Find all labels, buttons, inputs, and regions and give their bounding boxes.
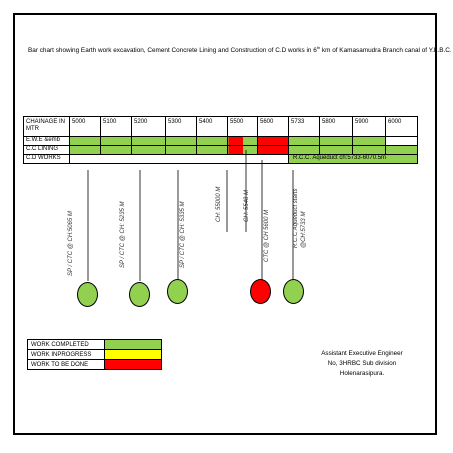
- signature-line-1: Assistant Executive Engineer: [321, 350, 403, 357]
- legend-swatch-green: [104, 339, 162, 350]
- chainage-table: CHAINAGE IN MTR 5000 5100 5200 5300 5400…: [23, 116, 418, 164]
- legend-label-completed: WORK COMPLETED: [27, 339, 105, 350]
- status-circle-completed: [129, 282, 150, 307]
- legend-label-to-be-done: WORK TO BE DONE: [27, 359, 105, 370]
- cd-work-label: SP / CTC @ CH:5065 M: [68, 211, 74, 276]
- page-border: [13, 13, 437, 435]
- row-cd-works: C.D WORKS R.C.C. Aqueduct ch:5733-6070.5…: [23, 154, 418, 164]
- status-circle-completed: [77, 282, 98, 307]
- status-circle-to-be-done: [250, 279, 271, 304]
- cd-work-label: R.C.C Aqueduct starts @CH:5733 M: [293, 188, 307, 248]
- signature-line-3: Holenarasipura.: [339, 370, 385, 377]
- chart-title: Bar chart showing Earth work excavation,…: [28, 45, 452, 55]
- status-circle-completed: [283, 279, 304, 304]
- status-circle-completed: [167, 279, 188, 304]
- signature-block: Assistant Executive Engineer No, 3HRBC S…: [312, 349, 412, 379]
- row-earthwork: E.W.E &emb: [23, 136, 418, 146]
- cd-work-label: CTC @ CH 5600 M: [264, 209, 270, 262]
- legend-swatch-red: [104, 359, 162, 370]
- cd-work-label: SP / CTC @ CH: 5335 M: [180, 201, 186, 268]
- signature-line-2: No, 3HRBC Sub division: [327, 360, 397, 367]
- cd-work-label: SP / CTC @ CH: 5235 M: [120, 201, 126, 268]
- cd-work-label: CH: 5548 M: [244, 189, 250, 222]
- legend-swatch-yellow: [104, 349, 162, 360]
- aqueduct-bar: R.C.C. Aqueduct ch:5733-6070.5m: [288, 154, 418, 164]
- legend-row-completed: WORK COMPLETED: [27, 339, 162, 350]
- legend-row-inprogress: WORK INPROGRESS: [27, 349, 162, 360]
- cd-work-label: CH: 55000 M: [216, 186, 222, 222]
- chainage-header-row: CHAINAGE IN MTR 5000 5100 5200 5300 5400…: [23, 116, 418, 137]
- legend-row-to-be-done: WORK TO BE DONE: [27, 359, 162, 370]
- legend: WORK COMPLETED WORK INPROGRESS WORK TO B…: [27, 339, 162, 370]
- legend-label-inprogress: WORK INPROGRESS: [27, 349, 105, 360]
